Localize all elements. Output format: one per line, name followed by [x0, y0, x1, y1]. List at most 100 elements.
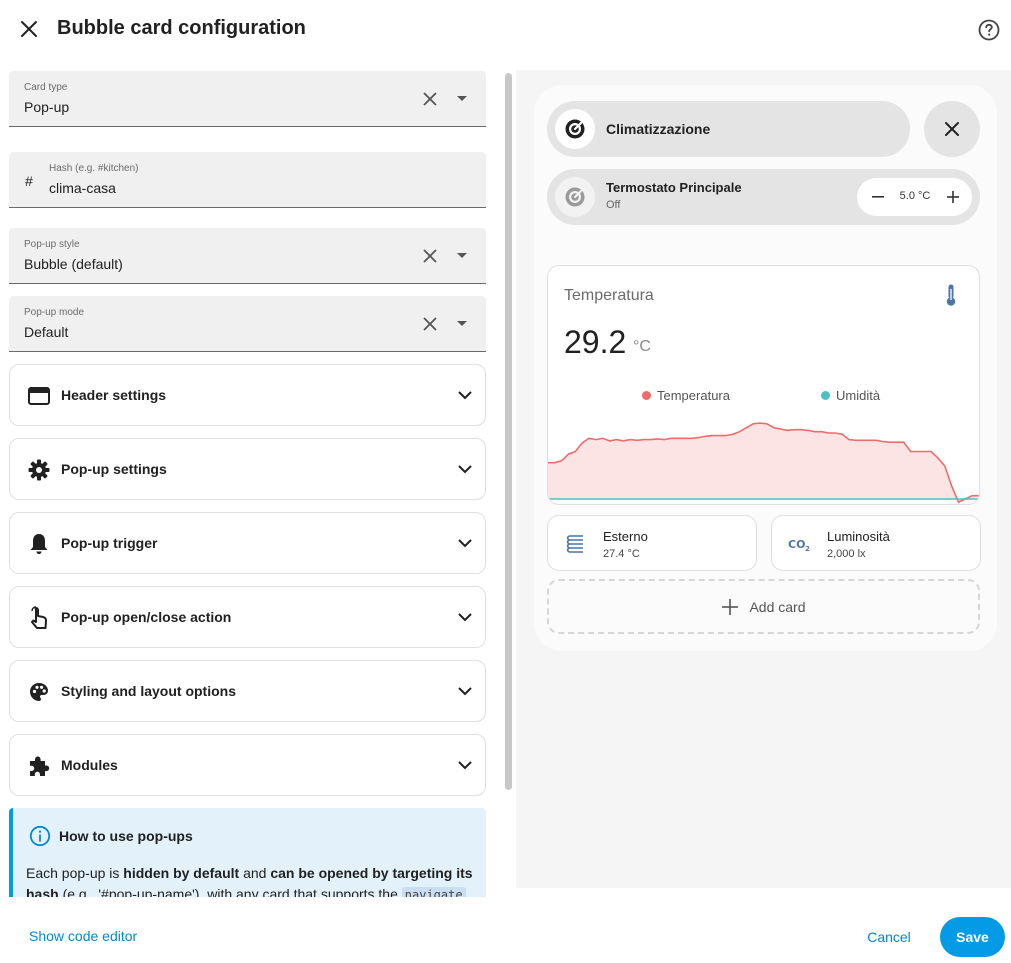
close-icon [945, 122, 959, 136]
add-card-button[interactable]: Add card [547, 579, 980, 634]
close-icon [21, 21, 37, 37]
decrease-temperature-button[interactable] [867, 186, 889, 208]
popup-style-value: Bubble (default) [24, 256, 123, 272]
card-type-label: Card type [24, 82, 68, 93]
hash-field[interactable]: # Hash (e.g. #kitchen) clima-casa [9, 152, 486, 208]
temperature-stepper: 5.0 °C [857, 178, 972, 216]
temperature-line [548, 422, 979, 504]
radiator-icon [562, 530, 590, 558]
legend-dot [821, 391, 830, 400]
thermostat-pill[interactable]: Termostato Principale Off 5.0 °C [547, 169, 980, 225]
hash-input[interactable]: clima-casa [49, 180, 116, 196]
popup-mode-select[interactable]: Pop-up mode Default [9, 296, 486, 352]
section-styling-layout[interactable]: Styling and layout options [9, 660, 486, 722]
thermostat-state: Off [606, 199, 621, 211]
section-popup-open-close-action[interactable]: Pop-up open/close action [9, 586, 486, 648]
chevron-down-icon [454, 754, 476, 776]
section-label: Header settings [61, 387, 167, 403]
popup-header-pill[interactable]: Climatizzazione [547, 101, 910, 157]
popup-style-select[interactable]: Pop-up style Bubble (default) [9, 228, 486, 284]
thermostat-name: Termostato Principale [606, 180, 742, 195]
code-chip: navigate [401, 887, 466, 897]
increase-temperature-button[interactable] [942, 186, 964, 208]
popup-close-button[interactable] [924, 101, 980, 157]
section-header-settings[interactable]: Header settings [9, 364, 486, 426]
mini-card-esterno[interactable]: Esterno 27.4 °C [547, 515, 757, 571]
thermometer-icon [946, 284, 956, 306]
popup-header-name: Climatizzazione [606, 121, 711, 137]
temperature-area [548, 423, 979, 503]
caret-down-icon [457, 321, 467, 326]
editor-panel: Card type Pop-up # Hash (e.g. #kitchen) … [0, 60, 514, 897]
popup-style-label: Pop-up style [24, 239, 80, 250]
mini-card-value: 27.4 °C [603, 548, 640, 560]
sensor-name: Temperatura [564, 287, 654, 304]
legend-dot [642, 391, 651, 400]
card-type-clear-button[interactable] [419, 88, 441, 110]
chevron-down-icon [454, 384, 476, 406]
legend-item-temperatura[interactable]: Temperatura [642, 388, 730, 403]
hash-label: Hash (e.g. #kitchen) [49, 163, 139, 174]
thermostat-icon [555, 177, 595, 217]
section-label: Pop-up open/close action [61, 609, 232, 625]
section-label: Pop-up trigger [61, 535, 158, 551]
dialog-title: Bubble card configuration [57, 17, 306, 39]
mini-card-value: 2,000 lx [827, 548, 866, 560]
puzzle-icon [27, 754, 51, 778]
cancel-button[interactable]: Cancel [867, 929, 911, 945]
chevron-down-icon [454, 680, 476, 702]
target-temperature-value: 5.0 °C [899, 190, 931, 202]
mini-card-name: Esterno [603, 529, 648, 544]
help-button[interactable] [975, 16, 1003, 44]
preview-panel: Climatizzazione Termostato Principale Of… [516, 70, 1011, 888]
chevron-down-icon [454, 532, 476, 554]
popup-mode-value: Default [24, 324, 69, 340]
section-popup-trigger[interactable]: Pop-up trigger [9, 512, 486, 574]
close-icon [423, 317, 437, 331]
section-modules[interactable]: Modules [9, 734, 486, 796]
section-popup-settings[interactable]: Pop-up settings [9, 438, 486, 500]
legend-item-umidita[interactable]: Umidità [821, 388, 880, 403]
how-to-use-info-box: How to use pop-ups Each pop-up is hidden… [9, 808, 486, 897]
palette-icon [27, 680, 51, 704]
co2-icon: CO 2 [786, 530, 814, 558]
chevron-down-icon [454, 458, 476, 480]
popup-mode-clear-button[interactable] [419, 313, 441, 335]
info-icon [29, 825, 51, 847]
minus-icon [872, 196, 884, 198]
history-chart [548, 422, 979, 504]
caret-down-icon [457, 253, 467, 258]
popup-preview: Climatizzazione Termostato Principale Of… [534, 85, 997, 651]
header-icon [27, 384, 51, 408]
close-icon [423, 92, 437, 106]
svg-text:2: 2 [805, 545, 810, 552]
bell-icon [27, 532, 51, 556]
svg-text:CO: CO [788, 538, 805, 551]
legend-label: Temperatura [657, 388, 730, 403]
mini-card-luminosita[interactable]: CO 2 Luminosità 2,000 lx [771, 515, 981, 571]
popup-mode-dropdown-button[interactable] [453, 313, 471, 335]
popup-style-clear-button[interactable] [419, 245, 441, 267]
info-text: Each pop-up is hidden by default and can… [26, 863, 476, 897]
save-button[interactable]: Save [940, 917, 1005, 957]
show-code-editor-button[interactable]: Show code editor [29, 928, 138, 944]
plus-icon [947, 191, 959, 203]
popup-mode-label: Pop-up mode [24, 307, 85, 318]
plus-icon [721, 598, 739, 616]
temperature-sensor-card[interactable]: Temperatura 29.2 °C Temperatura Umidità [547, 265, 980, 505]
card-type-select[interactable]: Card type Pop-up [9, 71, 486, 127]
scrollbar[interactable] [505, 73, 512, 790]
tap-hand-icon [27, 606, 51, 630]
hash-prefix: # [25, 173, 33, 189]
popup-style-dropdown-button[interactable] [453, 245, 471, 267]
mini-card-name: Luminosità [827, 529, 890, 544]
section-label: Pop-up settings [61, 461, 167, 477]
legend-label: Umidità [836, 388, 881, 403]
gear-icon [27, 458, 51, 482]
close-dialog-button[interactable] [14, 14, 44, 44]
add-card-label: Add card [749, 598, 806, 615]
dialog-footer: Show code editor Cancel Save [0, 897, 1011, 963]
card-type-dropdown-button[interactable] [453, 88, 471, 110]
section-label: Modules [61, 757, 118, 773]
chevron-down-icon [454, 606, 476, 628]
